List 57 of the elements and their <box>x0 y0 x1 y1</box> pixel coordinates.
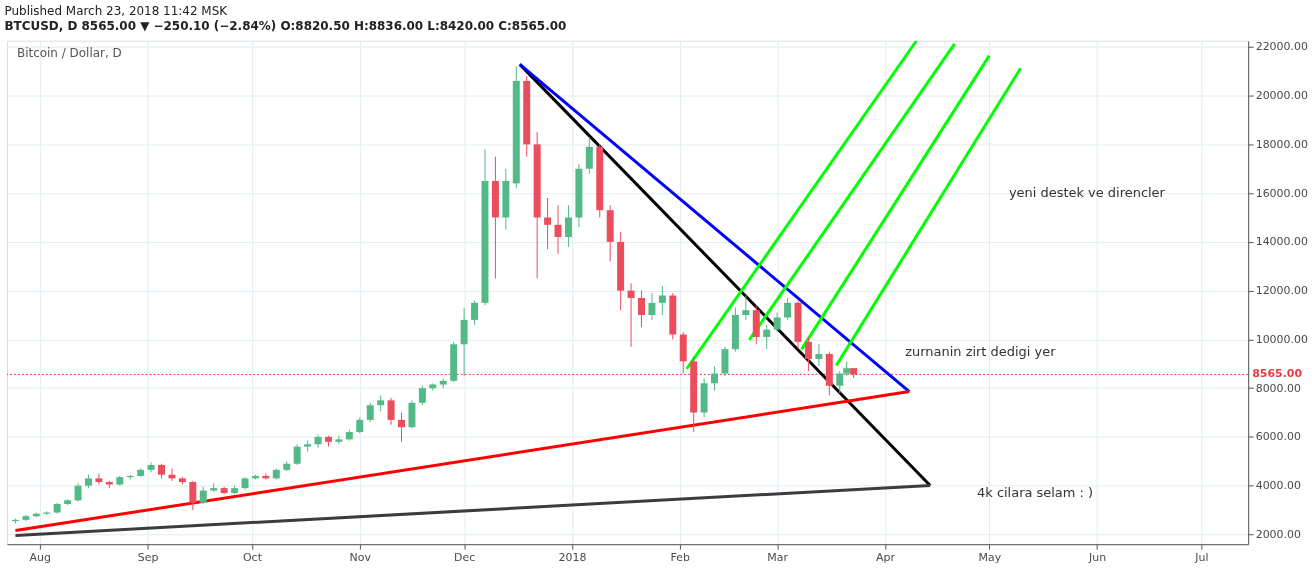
x-tick-label: Oct <box>242 550 263 564</box>
x-tick-label: Mar <box>767 550 789 564</box>
chart-title: Published March 23, 2018 11:42 MSK <box>4 3 229 18</box>
chart-subtitle: BTCUSD, D 8565.00 ▼ −250.10 (−2.84%) O:8820.50 H:8836.00 L:8420.00 C:8565.00 <box>4 18 567 33</box>
annotation: zurnanin zirt dedigi yer <box>905 343 1057 359</box>
y-tick-label: 18000.00 <box>1255 137 1308 151</box>
y-tick-label: 6000.00 <box>1255 430 1301 444</box>
candlestick <box>418 385 426 406</box>
y-tick-label: 2000.00 <box>1255 527 1301 541</box>
candlestick <box>189 480 197 511</box>
candlestick <box>763 324 771 350</box>
y-tick-label: 16000.00 <box>1255 186 1308 200</box>
candlestick <box>627 282 635 348</box>
candlestick <box>95 473 103 485</box>
candlestick <box>398 412 405 443</box>
candlestick <box>335 435 343 445</box>
candlestick <box>711 365 719 392</box>
annotation: 4k cilara selam : ) <box>977 485 1094 501</box>
x-tick-label: Apr <box>875 550 896 564</box>
candlestick <box>815 343 823 367</box>
x-tick-label: Aug <box>29 550 51 564</box>
candlestick <box>742 295 750 321</box>
candlestick <box>784 297 792 321</box>
candlestick <box>648 292 656 321</box>
x-tick-label: Sep <box>137 550 159 564</box>
x-tick-label: May <box>978 550 1002 564</box>
ref-line-label: 8565.00 <box>1252 367 1303 381</box>
candlestick <box>293 443 301 466</box>
candlestick <box>585 136 593 175</box>
candlestick <box>366 402 374 423</box>
candlestick <box>74 482 82 503</box>
candlestick <box>544 197 552 250</box>
annotation: Bitcoin / Dollar, D <box>16 45 122 60</box>
candlestick <box>638 290 645 328</box>
candlestick <box>564 204 572 248</box>
candlestick <box>471 299 479 326</box>
annotation: yeni destek ve direncler <box>1008 185 1166 201</box>
y-tick-label: 4000.00 <box>1255 479 1301 493</box>
x-tick-label: Dec <box>454 550 476 564</box>
y-tick-label: 20000.00 <box>1255 89 1308 103</box>
y-tick-label: 8000.00 <box>1255 381 1301 395</box>
candlestick <box>658 285 666 316</box>
x-tick-label: 2018 <box>558 550 587 564</box>
candlestick <box>314 433 322 449</box>
x-tick-label: Feb <box>670 550 690 564</box>
y-tick-label: 12000.00 <box>1255 284 1308 298</box>
x-tick-label: Jul <box>1194 550 1209 564</box>
y-tick-label: 10000.00 <box>1255 332 1308 346</box>
x-tick-label: Nov <box>349 550 372 564</box>
y-tick-label: 14000.00 <box>1255 235 1308 249</box>
candlestick <box>387 397 395 426</box>
candlestick <box>773 312 781 333</box>
x-tick-label: Jun <box>1088 550 1107 564</box>
y-tick-label: 22000.00 <box>1255 40 1308 54</box>
candlestick <box>836 370 844 394</box>
candlestick <box>554 204 562 255</box>
candlestick <box>804 336 812 372</box>
